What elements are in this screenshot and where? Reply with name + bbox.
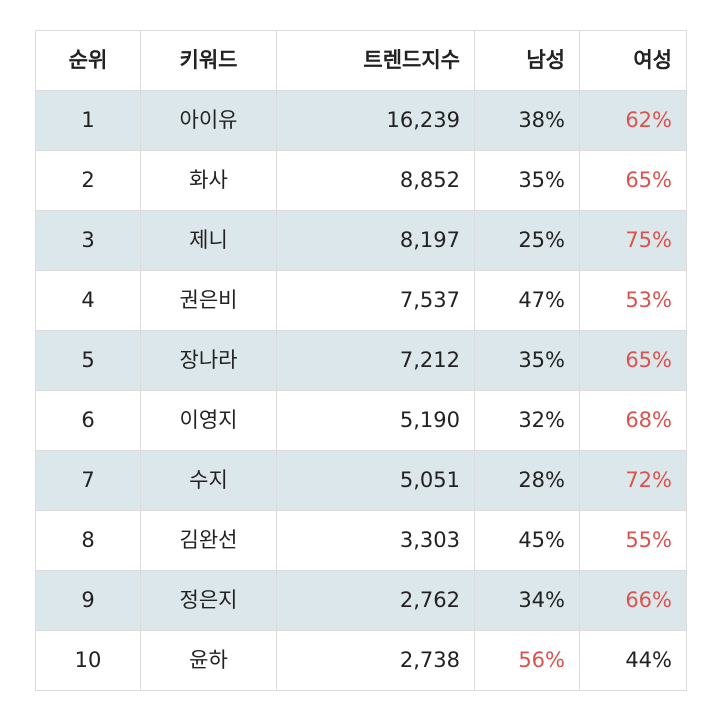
cell-trend-index: 7,537	[276, 270, 475, 331]
cell-keyword: 이영지	[140, 390, 277, 451]
cell-rank: 6	[35, 390, 141, 451]
header-keyword: 키워드	[140, 30, 277, 91]
cell-rank: 5	[35, 330, 141, 391]
cell-keyword: 장나라	[140, 330, 277, 391]
cell-rank: 1	[35, 90, 141, 151]
cell-keyword: 권은비	[140, 270, 277, 331]
header-male: 남성	[474, 30, 580, 91]
cell-male: 28%	[474, 450, 580, 511]
cell-keyword: 정은지	[140, 570, 277, 631]
cell-keyword: 수지	[140, 450, 277, 511]
cell-rank: 3	[35, 210, 141, 271]
table-row: 3 제니 8,197 25% 75%	[35, 210, 687, 271]
cell-rank: 4	[35, 270, 141, 331]
table-row: 1 아이유 16,239 38% 62%	[35, 90, 687, 151]
table-row: 2 화사 8,852 35% 65%	[35, 150, 687, 211]
cell-rank: 8	[35, 510, 141, 571]
cell-rank: 9	[35, 570, 141, 631]
cell-trend-index: 3,303	[276, 510, 475, 571]
cell-trend-index: 8,852	[276, 150, 475, 211]
cell-male: 56%	[474, 630, 580, 691]
cell-female: 62%	[579, 90, 687, 151]
header-trend-index: 트렌드지수	[276, 30, 475, 91]
cell-male: 35%	[474, 330, 580, 391]
cell-female: 55%	[579, 510, 687, 571]
cell-keyword: 제니	[140, 210, 277, 271]
ranking-table-wrapper: 순위 키워드 트렌드지수 남성 여성 1 아이유 16,239 38% 62% 2 화사 8,…	[35, 30, 687, 691]
cell-trend-index: 5,190	[276, 390, 475, 451]
cell-male: 38%	[474, 90, 580, 151]
table-row: 9 정은지 2,762 34% 66%	[35, 570, 687, 631]
cell-female: 53%	[579, 270, 687, 331]
cell-male: 35%	[474, 150, 580, 211]
cell-female: 65%	[579, 150, 687, 211]
cell-male: 32%	[474, 390, 580, 451]
cell-trend-index: 8,197	[276, 210, 475, 271]
cell-female: 65%	[579, 330, 687, 391]
table-body: 1 아이유 16,239 38% 62% 2 화사 8,852 35% 65% 3 제니 8,197 25…	[35, 90, 687, 691]
table-row: 6 이영지 5,190 32% 68%	[35, 390, 687, 451]
cell-keyword: 윤하	[140, 630, 277, 691]
cell-male: 34%	[474, 570, 580, 631]
cell-male: 45%	[474, 510, 580, 571]
table-header: 순위 키워드 트렌드지수 남성 여성	[35, 30, 687, 91]
cell-keyword: 아이유	[140, 90, 277, 151]
cell-male: 25%	[474, 210, 580, 271]
cell-rank: 2	[35, 150, 141, 211]
cell-trend-index: 2,738	[276, 630, 475, 691]
cell-keyword: 화사	[140, 150, 277, 211]
cell-female: 72%	[579, 450, 687, 511]
cell-female: 66%	[579, 570, 687, 631]
table-row: 7 수지 5,051 28% 72%	[35, 450, 687, 511]
cell-keyword: 김완선	[140, 510, 277, 571]
table-row: 5 장나라 7,212 35% 65%	[35, 330, 687, 391]
cell-female: 75%	[579, 210, 687, 271]
table-row: 8 김완선 3,303 45% 55%	[35, 510, 687, 571]
cell-trend-index: 16,239	[276, 90, 475, 151]
cell-rank: 10	[35, 630, 141, 691]
cell-trend-index: 5,051	[276, 450, 475, 511]
header-female: 여성	[579, 30, 687, 91]
cell-trend-index: 2,762	[276, 570, 475, 631]
cell-trend-index: 7,212	[276, 330, 475, 391]
ranking-table: 순위 키워드 트렌드지수 남성 여성 1 아이유 16,239 38% 62% 2 화사 8,…	[35, 30, 687, 691]
header-row: 순위 키워드 트렌드지수 남성 여성	[35, 30, 687, 91]
table-row: 10 윤하 2,738 56% 44%	[35, 630, 687, 691]
header-rank: 순위	[35, 30, 141, 91]
cell-male: 47%	[474, 270, 580, 331]
cell-female: 44%	[579, 630, 687, 691]
cell-rank: 7	[35, 450, 141, 511]
cell-female: 68%	[579, 390, 687, 451]
table-row: 4 권은비 7,537 47% 53%	[35, 270, 687, 331]
